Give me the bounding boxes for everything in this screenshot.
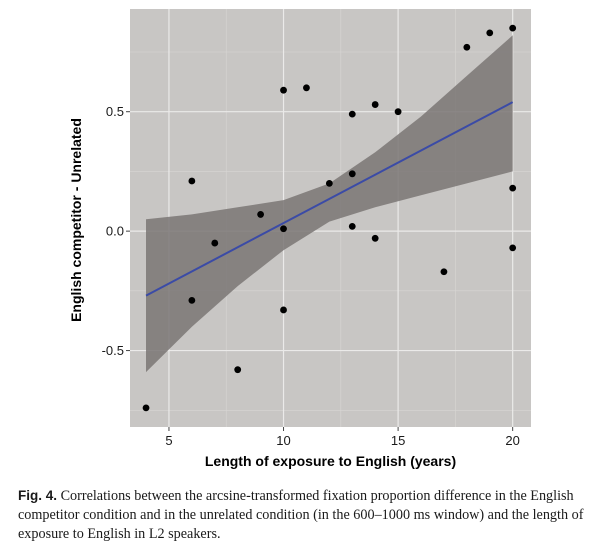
- x-tick-label: 5: [165, 433, 172, 448]
- data-point: [395, 108, 402, 115]
- data-point: [303, 84, 310, 91]
- data-point: [372, 235, 379, 242]
- x-axis-ticks: 5 10 15 20: [165, 427, 520, 448]
- data-point: [280, 87, 287, 94]
- data-point: [509, 244, 516, 251]
- data-point: [188, 297, 195, 304]
- data-point: [349, 111, 356, 118]
- data-point: [509, 25, 516, 32]
- data-point: [486, 29, 493, 36]
- data-point: [143, 404, 150, 411]
- scatter-plot: 5 10 15 20 -0.5 0.0 0.5 Length of exposure to…: [0, 0, 598, 480]
- x-tick-label: 15: [391, 433, 405, 448]
- data-point: [280, 307, 287, 314]
- data-point: [372, 101, 379, 108]
- data-point: [280, 225, 287, 232]
- data-point: [326, 180, 333, 187]
- x-axis-title: Length of exposure to English (years): [205, 453, 456, 469]
- caption-label: Fig. 4.: [18, 488, 57, 503]
- data-point: [257, 211, 264, 218]
- data-point: [441, 268, 448, 275]
- data-point: [234, 366, 241, 373]
- data-point: [509, 185, 516, 192]
- y-axis-ticks: -0.5 0.0 0.5: [102, 104, 130, 358]
- y-tick-label: 0.5: [106, 104, 124, 119]
- data-point: [463, 44, 470, 51]
- data-point: [211, 240, 218, 247]
- caption-text: Correlations between the arcsine-transfo…: [18, 488, 583, 542]
- data-point: [349, 223, 356, 230]
- figure-caption: Fig. 4. Correlations between the arcsine…: [18, 486, 584, 544]
- data-point: [188, 178, 195, 185]
- y-tick-label: -0.5: [102, 343, 124, 358]
- x-tick-label: 10: [276, 433, 290, 448]
- y-tick-label: 0.0: [106, 224, 124, 239]
- data-point: [349, 170, 356, 177]
- x-tick-label: 20: [505, 433, 519, 448]
- y-axis-title: English competitor - Unrelated: [68, 118, 84, 322]
